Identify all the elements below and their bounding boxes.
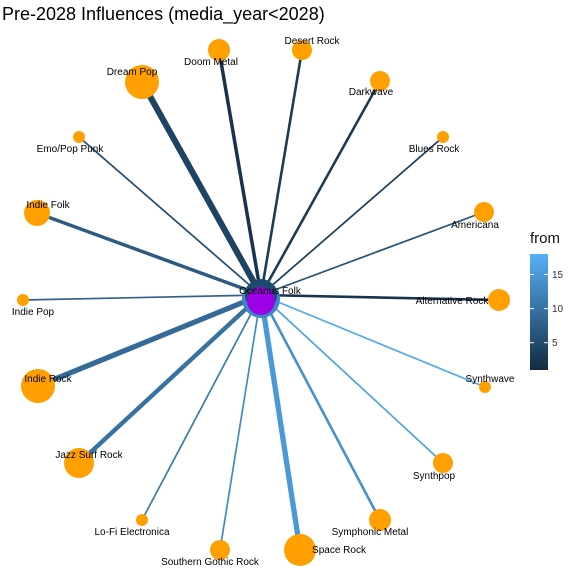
node-label-doom-metal: Doom Metal [184,57,238,68]
node-label-jazz-surf-rock: Jazz Surf Rock [55,450,123,461]
node-darkwave [370,71,390,91]
node-label-emo-pop-punk: Emo/Pop Punk [37,144,105,155]
node-label-indie-rock: Indie Rock [24,374,72,385]
node-emo-pop-punk [73,131,85,143]
node-label-indie-pop: Indie Pop [12,307,55,318]
node-symphonic-metal [369,509,391,531]
edge-indie-folk [36,211,262,297]
node-label-synthwave: Synthwave [466,374,515,385]
edge-emo-pop-punk [78,136,262,296]
edge-darkwave [259,80,382,296]
edge-synthwave [260,294,486,388]
node-label-blues-rock: Blues Rock [409,144,461,155]
legend-colorbar [530,254,548,370]
edge-dream-pop [139,80,264,297]
node-blues-rock [437,131,449,143]
center-layer [242,279,280,318]
node-jazz-surf-rock [64,448,94,478]
node-indie-rock [21,369,55,403]
figure-title: Pre-2028 Influences (media_year<2028) [2,4,325,24]
node-label-lo-fi-electronica: Lo-Fi Electronica [94,527,169,538]
color-legend: 5 10 15 [530,254,564,370]
node-label-symphonic-metal: Symphonic Metal [332,527,409,538]
node-lo-fi-electronica [136,514,148,526]
edge-southern-gothic-rock [219,294,262,551]
node-label-southern-gothic-rock: Southern Gothic Rock [161,557,260,568]
edge-blues-rock [260,136,444,296]
node-dream-pop [125,65,159,99]
node-label-dream-pop: Dream Pop [107,67,158,78]
edge-space-rock [258,294,303,551]
node-synthwave [479,381,491,393]
edge-americana [260,211,485,296]
edge-jazz-surf-rock [77,293,263,465]
legend-tick-label: 5 [552,338,558,349]
nodes-layer [17,39,510,566]
node-label-alternative-rock: Alternative Rock [416,296,490,307]
edge-symphonic-metal [259,294,382,521]
node-americana [474,202,494,222]
node-doom-metal [208,39,230,61]
legend-title: from [530,230,560,247]
center-node [247,287,275,315]
labels-layer: Dream Pop Doom Metal Desert Rock Darkwave Bl… [12,36,515,568]
legend-tick-label: 10 [552,304,564,315]
node-indie-pop [17,294,29,306]
node-label-darkwave: Darkwave [349,87,394,98]
center-node-label: Oceanus Folk [239,286,302,297]
node-southern-gothic-rock [210,540,230,560]
edge-indie-rock [36,292,263,389]
edge-lo-fi-electronica [141,294,262,521]
edge-doom-metal [217,49,263,296]
node-desert-rock [292,40,312,60]
node-synthpop [433,453,453,473]
edge-synthpop [260,294,444,464]
node-alternative-rock [488,289,510,311]
legend-tick-label: 15 [552,270,564,281]
edge-indie-pop [22,294,262,301]
node-label-desert-rock: Desert Rock [284,36,340,47]
node-label-space-rock: Space Rock [312,545,367,556]
edge-alternative-rock [260,293,500,302]
node-space-rock [284,534,316,566]
node-label-indie-folk: Indie Folk [26,200,70,211]
node-indie-folk [24,200,50,226]
node-label-synthpop: Synthpop [413,471,456,482]
node-label-americana: Americana [451,220,499,231]
edges-layer [22,49,500,551]
edge-desert-rock [259,49,304,296]
